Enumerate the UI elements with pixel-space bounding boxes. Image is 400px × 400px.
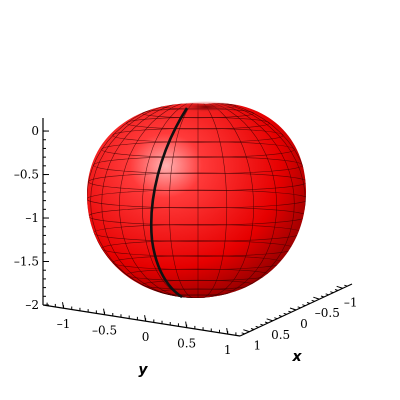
x-axis-minor-tick [255, 325, 259, 328]
y-tick-label: –0.5 [92, 324, 117, 338]
y-tick-label: 0 [142, 330, 150, 344]
surface-meridian-line [90, 103, 199, 298]
x-axis-label: x [291, 349, 302, 365]
surface-meridian-line [101, 103, 199, 298]
z-tick-label: 0 [31, 124, 39, 138]
apple-surface [87, 101, 307, 299]
x-axis-minor-tick [260, 323, 264, 326]
y-axis-line [42, 304, 241, 337]
surface-meridian-line [197, 103, 277, 298]
x-axis-minor-tick [325, 293, 329, 296]
x-axis-minor-tick [269, 319, 273, 322]
x-axis-minor-tick [297, 306, 301, 309]
y-axis-label: y [138, 362, 148, 378]
surface-body [87, 103, 307, 298]
y-tick-label: –1 [57, 317, 71, 331]
z-tick-label: –0.5 [14, 168, 39, 182]
x-axis-minor-tick [246, 330, 250, 333]
x-tick-label: –0.5 [315, 306, 340, 320]
surface-meridian-line [119, 103, 199, 298]
x-axis-minor-tick [330, 291, 334, 294]
x-axis-minor-tick [306, 302, 311, 304]
surface-meridian-line [197, 103, 254, 298]
highlighted-meridian [150, 107, 189, 299]
x-axis-minor-tick [311, 299, 315, 302]
x-axis-minor-tick [302, 304, 306, 307]
x-tick-label: 0 [300, 317, 308, 331]
x-axis-minor-tick [316, 297, 320, 300]
x-axis-minor-tick [339, 286, 343, 289]
x-tick-label: –1 [344, 295, 358, 309]
x-axis-minor-tick [250, 328, 255, 330]
axes [42, 118, 353, 337]
x-axis-minor-tick [288, 310, 292, 313]
x-axis-minor-tick [320, 295, 325, 298]
y-tick-label: 1 [224, 343, 232, 357]
x-axis-minor-tick [241, 332, 245, 335]
tick-labels: 0 –0.5 –1 –1.5 –2 –1 –0.5 0 0.5 1 y 1 0.5 0 –0.5 –1 x [14, 124, 358, 378]
x-axis-minor-tick [334, 289, 339, 291]
surface-dimple [174, 101, 238, 113]
z-tick-label: –1.5 [14, 255, 39, 269]
y-tick-label: 0.5 [177, 337, 196, 351]
x-axis-minor-tick [278, 315, 283, 317]
surface-meridian-line [197, 103, 228, 298]
z-tick-label: –1 [25, 211, 39, 225]
x-axis-minor-tick [264, 321, 269, 324]
x-axis-minor-tick [292, 308, 297, 311]
x-axis-minor-tick [344, 284, 348, 287]
surface-meridian-line [168, 103, 199, 298]
x-axis-minor-tick [274, 317, 278, 320]
x-tick-label: 1 [254, 339, 262, 353]
z-tick-label: –2 [25, 298, 39, 312]
x-tick-label: 0.5 [271, 328, 290, 342]
x-axis-minor-tick [283, 312, 287, 315]
